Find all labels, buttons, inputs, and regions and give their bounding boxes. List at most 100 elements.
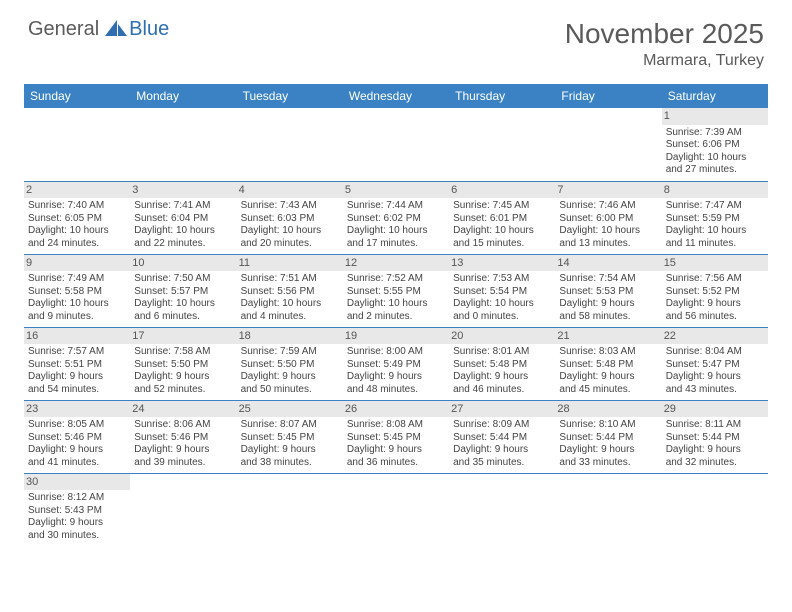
daylight-text: and 38 minutes.	[241, 457, 339, 470]
day-number: 3	[130, 182, 236, 199]
sunrise-text: Sunrise: 8:01 AM	[453, 346, 551, 359]
daylight-text: and 43 minutes.	[666, 384, 764, 397]
calendar-cell: 23Sunrise: 8:05 AMSunset: 5:46 PMDayligh…	[24, 400, 130, 473]
daylight-text: and 22 minutes.	[134, 238, 232, 251]
logo-text-blue: Blue	[129, 18, 169, 41]
sunrise-text: Sunrise: 7:57 AM	[28, 346, 126, 359]
sunrise-text: Sunrise: 7:52 AM	[347, 273, 445, 286]
weekday-header: Tuesday	[237, 84, 343, 108]
sunrise-text: Sunrise: 8:03 AM	[559, 346, 657, 359]
sunset-text: Sunset: 5:48 PM	[453, 359, 551, 372]
calendar-cell	[555, 473, 661, 546]
sunset-text: Sunset: 5:47 PM	[666, 359, 764, 372]
day-number: 24	[130, 401, 236, 418]
calendar-cell: 30Sunrise: 8:12 AMSunset: 5:43 PMDayligh…	[24, 473, 130, 546]
sunset-text: Sunset: 5:53 PM	[559, 286, 657, 299]
calendar-cell: 3Sunrise: 7:41 AMSunset: 6:04 PMDaylight…	[130, 181, 236, 254]
day-number: 13	[449, 255, 555, 272]
daylight-text: Daylight: 10 hours	[28, 225, 126, 238]
calendar-row: 16Sunrise: 7:57 AMSunset: 5:51 PMDayligh…	[24, 327, 768, 400]
calendar-cell: 5Sunrise: 7:44 AMSunset: 6:02 PMDaylight…	[343, 181, 449, 254]
sunset-text: Sunset: 6:06 PM	[666, 139, 764, 152]
sunset-text: Sunset: 5:57 PM	[134, 286, 232, 299]
day-number: 29	[662, 401, 768, 418]
logo-text-general: General	[28, 18, 99, 41]
sunrise-text: Sunrise: 8:12 AM	[28, 492, 126, 505]
calendar-cell	[343, 473, 449, 546]
daylight-text: Daylight: 10 hours	[666, 225, 764, 238]
calendar-cell: 8Sunrise: 7:47 AMSunset: 5:59 PMDaylight…	[662, 181, 768, 254]
daylight-text: and 33 minutes.	[559, 457, 657, 470]
daylight-text: and 27 minutes.	[666, 164, 764, 177]
sunset-text: Sunset: 5:43 PM	[28, 505, 126, 518]
daylight-text: Daylight: 9 hours	[241, 371, 339, 384]
sunrise-text: Sunrise: 7:50 AM	[134, 273, 232, 286]
sail-icon	[105, 20, 127, 38]
calendar-cell: 15Sunrise: 7:56 AMSunset: 5:52 PMDayligh…	[662, 254, 768, 327]
sunset-text: Sunset: 5:44 PM	[453, 432, 551, 445]
daylight-text: Daylight: 10 hours	[453, 225, 551, 238]
calendar-cell: 13Sunrise: 7:53 AMSunset: 5:54 PMDayligh…	[449, 254, 555, 327]
daylight-text: and 41 minutes.	[28, 457, 126, 470]
calendar-cell: 27Sunrise: 8:09 AMSunset: 5:44 PMDayligh…	[449, 400, 555, 473]
day-number: 17	[130, 328, 236, 345]
daylight-text: Daylight: 9 hours	[666, 298, 764, 311]
day-number: 8	[662, 182, 768, 199]
daylight-text: Daylight: 10 hours	[28, 298, 126, 311]
sunrise-text: Sunrise: 8:10 AM	[559, 419, 657, 432]
sunrise-text: Sunrise: 8:06 AM	[134, 419, 232, 432]
sunrise-text: Sunrise: 8:08 AM	[347, 419, 445, 432]
sunrise-text: Sunrise: 7:53 AM	[453, 273, 551, 286]
daylight-text: and 20 minutes.	[241, 238, 339, 251]
daylight-text: and 36 minutes.	[347, 457, 445, 470]
sunset-text: Sunset: 5:44 PM	[666, 432, 764, 445]
sunrise-text: Sunrise: 7:41 AM	[134, 200, 232, 213]
daylight-text: and 9 minutes.	[28, 311, 126, 324]
day-number: 28	[555, 401, 661, 418]
sunset-text: Sunset: 5:50 PM	[134, 359, 232, 372]
calendar-cell	[555, 108, 661, 181]
calendar-cell	[24, 108, 130, 181]
calendar-cell: 20Sunrise: 8:01 AMSunset: 5:48 PMDayligh…	[449, 327, 555, 400]
title-block: November 2025 Marmara, Turkey	[565, 18, 764, 70]
calendar-cell: 4Sunrise: 7:43 AMSunset: 6:03 PMDaylight…	[237, 181, 343, 254]
sunrise-text: Sunrise: 8:05 AM	[28, 419, 126, 432]
sunrise-text: Sunrise: 7:45 AM	[453, 200, 551, 213]
calendar-cell	[130, 473, 236, 546]
sunrise-text: Sunrise: 7:43 AM	[241, 200, 339, 213]
daylight-text: and 15 minutes.	[453, 238, 551, 251]
sunrise-text: Sunrise: 8:07 AM	[241, 419, 339, 432]
calendar-cell: 12Sunrise: 7:52 AMSunset: 5:55 PMDayligh…	[343, 254, 449, 327]
calendar-cell: 22Sunrise: 8:04 AMSunset: 5:47 PMDayligh…	[662, 327, 768, 400]
daylight-text: Daylight: 9 hours	[28, 517, 126, 530]
daylight-text: and 56 minutes.	[666, 311, 764, 324]
day-number: 26	[343, 401, 449, 418]
day-number: 20	[449, 328, 555, 345]
sunset-text: Sunset: 6:01 PM	[453, 213, 551, 226]
sunrise-text: Sunrise: 8:04 AM	[666, 346, 764, 359]
calendar-cell	[449, 108, 555, 181]
sunrise-text: Sunrise: 7:46 AM	[559, 200, 657, 213]
sunset-text: Sunset: 5:58 PM	[28, 286, 126, 299]
sunrise-text: Sunrise: 7:51 AM	[241, 273, 339, 286]
daylight-text: Daylight: 9 hours	[28, 371, 126, 384]
daylight-text: and 45 minutes.	[559, 384, 657, 397]
daylight-text: Daylight: 10 hours	[347, 298, 445, 311]
calendar-cell	[237, 108, 343, 181]
calendar-cell: 1Sunrise: 7:39 AMSunset: 6:06 PMDaylight…	[662, 108, 768, 181]
calendar-cell	[449, 473, 555, 546]
sunset-text: Sunset: 5:46 PM	[28, 432, 126, 445]
day-number: 5	[343, 182, 449, 199]
month-title: November 2025	[565, 18, 764, 50]
daylight-text: Daylight: 9 hours	[347, 444, 445, 457]
calendar-cell: 26Sunrise: 8:08 AMSunset: 5:45 PMDayligh…	[343, 400, 449, 473]
daylight-text: and 4 minutes.	[241, 311, 339, 324]
daylight-text: Daylight: 9 hours	[453, 371, 551, 384]
sunrise-text: Sunrise: 7:54 AM	[559, 273, 657, 286]
daylight-text: Daylight: 9 hours	[347, 371, 445, 384]
daylight-text: and 50 minutes.	[241, 384, 339, 397]
calendar-cell: 28Sunrise: 8:10 AMSunset: 5:44 PMDayligh…	[555, 400, 661, 473]
daylight-text: and 32 minutes.	[666, 457, 764, 470]
sunset-text: Sunset: 5:54 PM	[453, 286, 551, 299]
sunset-text: Sunset: 6:02 PM	[347, 213, 445, 226]
